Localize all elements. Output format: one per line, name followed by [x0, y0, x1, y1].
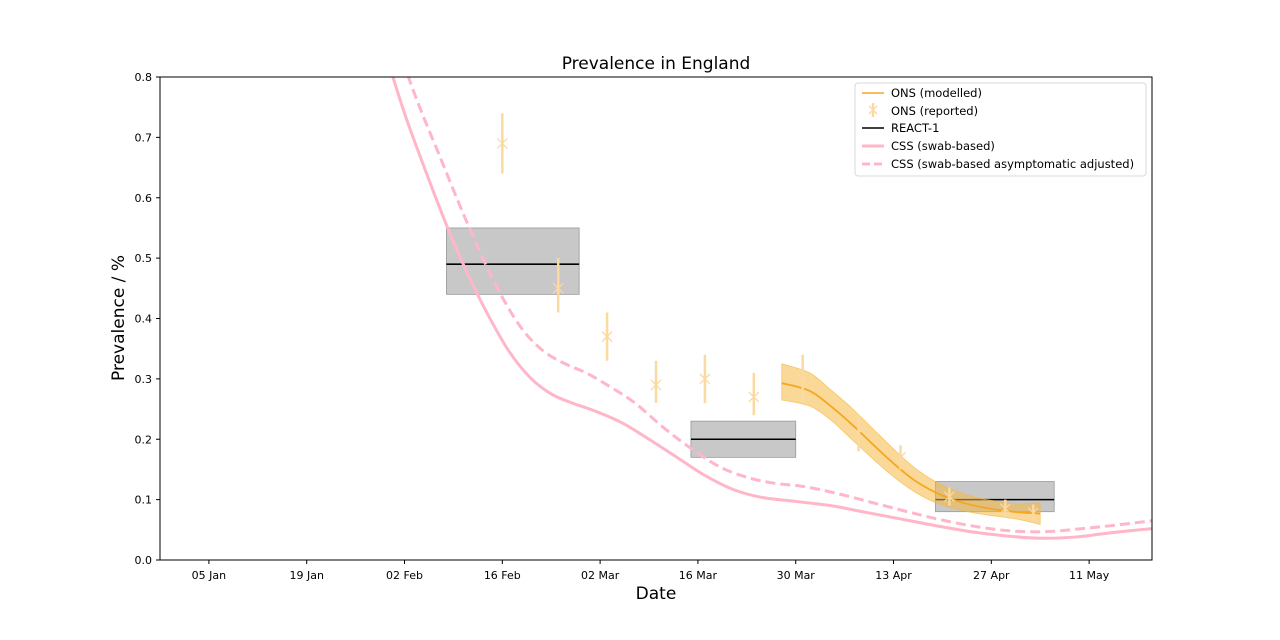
y-tick-label-2: 0.1 [135, 494, 153, 507]
x-tick-label-9: 27 Apr [973, 569, 1010, 582]
x-axis-title: Date [636, 584, 677, 604]
ons-reported-marker-9 [895, 451, 906, 463]
ons-reported-marker-3 [601, 331, 613, 343]
ons-modelled-line [781, 382, 1041, 515]
ons-reported-marker-5 [699, 373, 711, 385]
y-axis-title: Prevalence / % [109, 255, 129, 381]
y-tick-label-5: 0.4 [135, 313, 153, 326]
legend-label-css-adjusted: CSS (swab-based asymptomatic adjusted) [891, 157, 1134, 171]
ons-reported-marker-1 [496, 137, 508, 149]
legend-label-ons-reported: ONS (reported) [891, 104, 978, 118]
chart-title: Prevalence in England [562, 54, 751, 74]
x-tick-label-6: 16 Mar [679, 569, 718, 582]
ons-reported-marker-11 [999, 503, 1011, 515]
ons-modelled-band [781, 363, 1041, 525]
ons-reported-marker-stroke [895, 451, 906, 463]
ons-reported-marker-2 [552, 282, 564, 294]
y-tick-label-1: 0.0 [135, 554, 153, 567]
x-tick-label-3: 02 Feb [386, 569, 423, 582]
axis-ticks: 05 Jan 19 Jan 02 Feb 16 Feb 02 Mar 16 Mar 30 M… [135, 71, 1110, 582]
legend-label-react: REACT-1 [891, 121, 939, 135]
y-tick-label-6: 0.5 [135, 252, 153, 265]
legend-frame [854, 82, 1147, 177]
ons-reported-marker-6 [748, 391, 760, 403]
ons-reported-marker-7 [797, 373, 809, 385]
legend: ONS (modelled) ONS (reported) REACT-1 CS… [854, 82, 1147, 177]
css-swab-line [391, 77, 1152, 540]
css-adjusted-dashed-line [406, 77, 1152, 534]
y-tick-label-3: 0.2 [135, 433, 153, 446]
ons-reported-marker-stroke [699, 373, 711, 385]
ons-reported-marker-stroke [748, 391, 760, 403]
x-tick-label-7: 30 Mar [777, 569, 816, 582]
ons-reported-marker-stroke [943, 491, 955, 503]
ons-reported-marker-stroke [1027, 507, 1039, 519]
ons-reported-marker-stroke [999, 503, 1011, 515]
legend-label-ons-modelled: ONS (modelled) [891, 86, 982, 100]
ons-reported-marker-stroke [650, 379, 662, 391]
x-tick-label-8: 13 Apr [875, 569, 912, 582]
y-tick-label-8: 0.7 [135, 131, 153, 144]
x-tick-label-2: 19 Jan [289, 569, 323, 582]
ons-reported-marker-stroke [853, 427, 865, 439]
ons-reported-marker-stroke [797, 373, 809, 385]
ons-reported-marker-10 [943, 491, 955, 503]
plot-area [391, 77, 1152, 540]
ons-reported-marker-stroke [496, 137, 508, 149]
x-tick-label-5: 02 Mar [581, 569, 620, 582]
ons-reported-marker-stroke [601, 331, 613, 343]
y-tick-label-7: 0.6 [135, 192, 153, 205]
ons-reported-marker-8 [853, 427, 865, 439]
x-tick-label-10: 11 May [1069, 569, 1110, 582]
legend-label-css: CSS (swab-based) [891, 139, 995, 153]
ons-reported-marker-12 [1027, 507, 1039, 519]
legend-swatch-ons-reported [868, 103, 878, 117]
y-tick-label-4: 0.3 [135, 373, 153, 386]
x-tick-label-1: 05 Jan [192, 569, 226, 582]
ons-reported-marker-4 [650, 379, 662, 391]
ons-reported-marker-stroke [552, 282, 564, 294]
y-tick-label-9: 0.8 [135, 71, 153, 84]
x-tick-label-4: 16 Feb [484, 569, 521, 582]
